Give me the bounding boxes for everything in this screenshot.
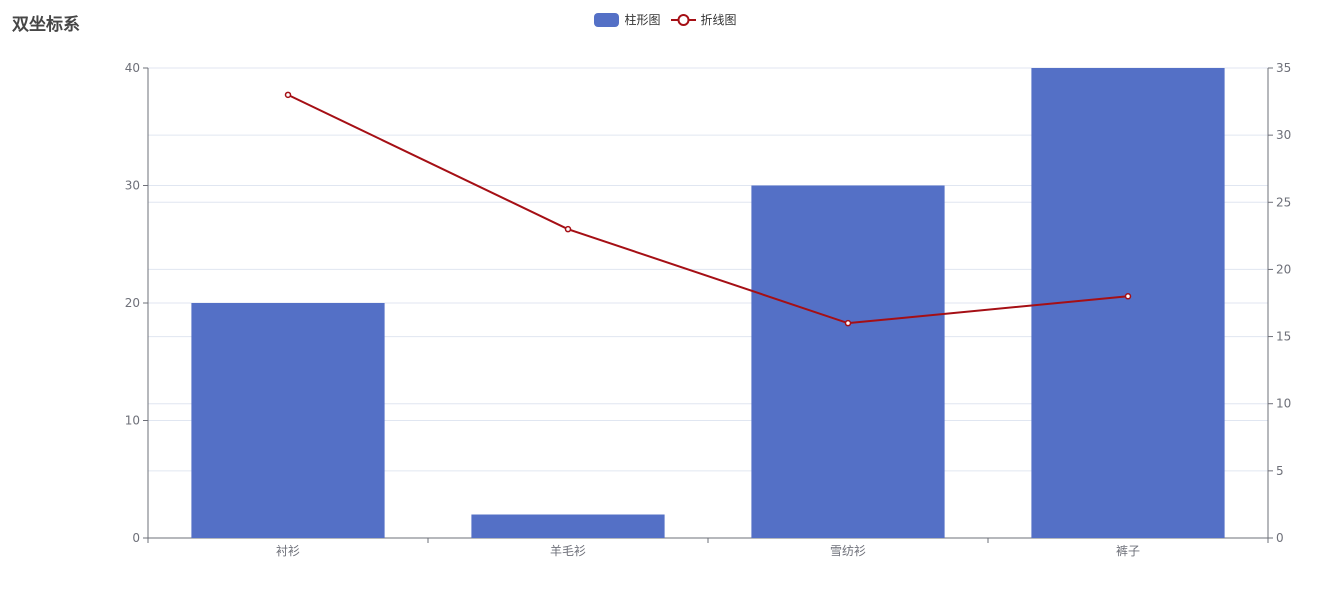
legend-label-line: 折线图 — [700, 13, 737, 27]
y-left-tick-label-4: 40 — [125, 61, 140, 75]
legend: 柱形图 折线图 — [0, 11, 1331, 28]
y-left-tick-label-3: 30 — [125, 179, 140, 193]
bar-1 — [471, 514, 665, 538]
line-point-0 — [284, 91, 292, 99]
legend-bar-swatch — [594, 12, 620, 27]
y-left-tick-label-0: 0 — [132, 531, 140, 545]
y-right-tick-label-7: 35 — [1276, 61, 1291, 75]
line-point-3 — [1124, 293, 1132, 300]
legend-item-line[interactable]: 折线图 — [670, 11, 737, 28]
y-right-tick-label-4: 20 — [1276, 262, 1291, 276]
x-tick-label-1: 羊毛衫 — [550, 543, 586, 558]
line-point-2 — [844, 319, 852, 327]
legend-label-bar: 柱形图 — [624, 13, 661, 27]
chart-title: 双坐标系 — [12, 15, 80, 35]
x-tick-label-0: 衬衫 — [276, 544, 300, 558]
x-tick-label-3: 裤子 — [1116, 544, 1140, 558]
y-left-tick-label-2: 20 — [125, 296, 140, 310]
y-right-tick-label-1: 5 — [1276, 464, 1284, 478]
y-right-tick-label-0: 0 — [1276, 531, 1284, 545]
y-left-tick-label-1: 10 — [125, 414, 140, 428]
y-right-tick-label-2: 10 — [1276, 397, 1291, 411]
bar-0 — [191, 303, 385, 538]
y-right-tick-label-6: 30 — [1276, 128, 1291, 142]
bar-2 — [751, 185, 945, 538]
y-right-tick-label-5: 25 — [1276, 195, 1291, 209]
legend-item-bar[interactable]: 柱形图 — [594, 11, 661, 28]
line-point-1 — [564, 225, 572, 233]
legend-line-swatch — [670, 13, 696, 26]
x-tick-label-2: 雪纺衫 — [830, 544, 866, 558]
line-series — [287, 93, 1129, 325]
y-right-tick-label-3: 15 — [1276, 330, 1291, 344]
